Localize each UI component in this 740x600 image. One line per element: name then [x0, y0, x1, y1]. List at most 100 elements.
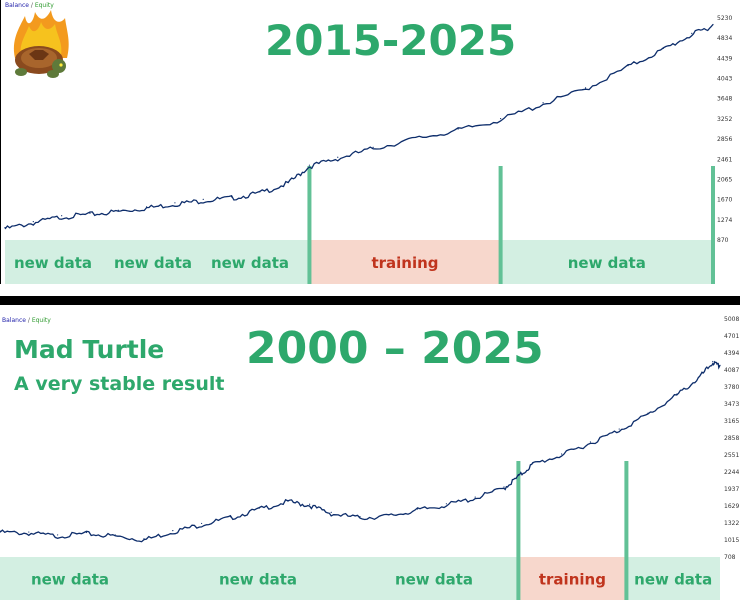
data-point [474, 496, 476, 498]
data-point [146, 206, 148, 208]
y-tick-label: 3780 [724, 384, 739, 391]
chart-title: 2015-2025 [265, 16, 517, 65]
balance-series-line [4, 24, 714, 230]
y-tick-label: 3165 [724, 418, 739, 425]
band-label-new-data: new data [114, 254, 192, 272]
data-point [258, 507, 260, 509]
band-new [626, 557, 720, 600]
data-point [662, 47, 665, 49]
data-point [697, 376, 700, 378]
y-tick-label: 1629 [724, 503, 739, 510]
legend-equity: Equity [34, 2, 54, 9]
data-point [0, 530, 1, 532]
data-point [28, 531, 30, 533]
band-label-new-data: new data [31, 571, 109, 589]
chart-subtitle-note: A very stable result [14, 373, 225, 395]
chart-legend: Balance / Equity [2, 317, 51, 324]
chart-panel-2015-2025: Balance / Equity 2015-2025 870 1274 1670 20… [0, 0, 732, 284]
data-point [330, 511, 332, 514]
legend-separator: / [27, 317, 30, 324]
y-tick-label: 4394 [724, 350, 739, 357]
y-tick-label: 3648 [717, 96, 732, 103]
band-train [518, 557, 627, 600]
y-tick-label: 2461 [717, 156, 732, 163]
data-point [712, 23, 714, 26]
legend-balance: Balance [5, 2, 29, 9]
data-point [143, 538, 145, 540]
data-point [57, 534, 59, 536]
data-point [114, 534, 116, 536]
chart-panel-2000-2025: Balance / Equity Mad Turtle A very stabl… [0, 311, 740, 600]
band-new [500, 240, 713, 284]
data-point [445, 503, 447, 505]
data-point [85, 531, 87, 534]
y-tick-label: 2858 [724, 435, 739, 442]
data-point [627, 64, 629, 67]
data-point [117, 209, 119, 211]
data-point [359, 516, 361, 518]
chart-subtitle-name: Mad Turtle [14, 335, 165, 364]
band-label-training: training [371, 254, 438, 272]
chart-plot-2015-2025: 870 1274 1670 2065 2461 2856 3252 3648 4043 4439 4… [4, 15, 732, 284]
y-tick-label: 1015 [724, 537, 739, 544]
data-point [719, 364, 721, 366]
band-label-training: training [539, 571, 606, 589]
y-tick-label: 3473 [724, 401, 739, 408]
data-point [589, 441, 592, 443]
data-point [259, 191, 261, 193]
data-point [618, 428, 620, 430]
panel-divider [0, 296, 740, 305]
data-point [532, 462, 534, 464]
data-point [202, 198, 204, 200]
y-tick-label: 5008 [724, 316, 739, 323]
legend-balance: Balance [2, 317, 26, 324]
y-tick-label: 3252 [717, 116, 732, 123]
legend-equity: Equity [31, 317, 51, 324]
band-label-new-data: new data [568, 254, 646, 272]
band-label-new-data: new data [211, 254, 289, 272]
band-label-new-data: new data [395, 571, 473, 589]
data-point [32, 221, 34, 223]
data-point [415, 136, 417, 139]
y-tick-label: 2065 [717, 176, 732, 183]
y-tick-label: 4701 [724, 333, 739, 340]
band-label-new-data: new data [634, 571, 712, 589]
data-point [457, 128, 459, 130]
data-point [229, 516, 231, 518]
data-point [61, 215, 63, 217]
data-point [89, 212, 91, 214]
data-point [309, 503, 311, 505]
data-point [676, 393, 678, 395]
data-point [230, 196, 233, 198]
data-point [584, 87, 587, 89]
data-point [337, 156, 339, 158]
y-tick-label: 4439 [717, 55, 732, 62]
chart-title: 2000 – 2025 [246, 323, 544, 374]
legend-separator: / [30, 2, 33, 9]
data-point [542, 102, 544, 104]
data-point [417, 508, 419, 510]
y-tick-label: 2244 [724, 469, 739, 476]
data-point [561, 453, 563, 455]
y-tick-label: 5230 [717, 15, 732, 22]
data-point [287, 499, 289, 502]
band-new [5, 240, 310, 284]
y-tick-label: 2856 [717, 136, 732, 143]
data-point [503, 486, 505, 488]
band-train [309, 240, 501, 284]
y-tick-label: 870 [717, 237, 729, 244]
data-point [201, 522, 203, 525]
y-tick-label: 1322 [724, 520, 739, 527]
data-point [287, 181, 289, 183]
y-tick-label: 1274 [717, 217, 732, 224]
band-new [0, 557, 519, 600]
y-tick-label: 2551 [724, 452, 739, 459]
data-point [372, 146, 374, 148]
data-point [308, 164, 311, 166]
y-tick-label: 4087 [724, 367, 739, 374]
data-point [517, 474, 520, 477]
band-label-new-data: new data [219, 571, 297, 589]
data-point [712, 360, 714, 363]
y-tick-label: 1670 [717, 197, 732, 204]
data-point [388, 514, 390, 516]
